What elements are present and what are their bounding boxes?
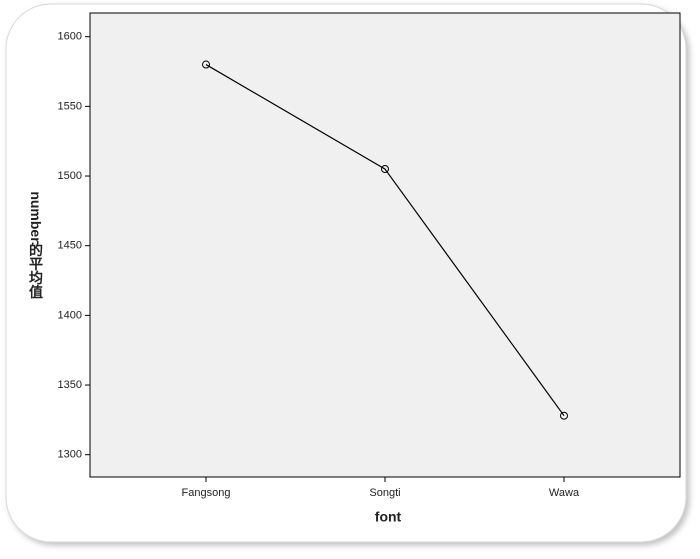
x-tick-label: Wawa: [549, 487, 580, 499]
line: [205, 64, 565, 417]
x-tick-label: Songti: [369, 487, 400, 499]
plot-area: [89, 12, 681, 478]
y-tick-label: 1550: [58, 100, 82, 112]
marker: [381, 165, 389, 174]
y-tick-label: 1300: [58, 449, 82, 461]
y-tick-label: 1450: [58, 240, 82, 252]
marker: [202, 60, 210, 69]
y-tick-label: 1500: [58, 170, 82, 182]
y-tick-label: 1400: [58, 309, 82, 321]
x-tick-label: Fangsong: [182, 487, 231, 499]
marker: [560, 411, 568, 420]
y-tick-label: 1350: [58, 379, 82, 391]
x-axis-label: font: [375, 509, 402, 525]
y-axis-label: number的平均值: [28, 191, 44, 299]
y-tick-label: 1600: [58, 31, 82, 43]
